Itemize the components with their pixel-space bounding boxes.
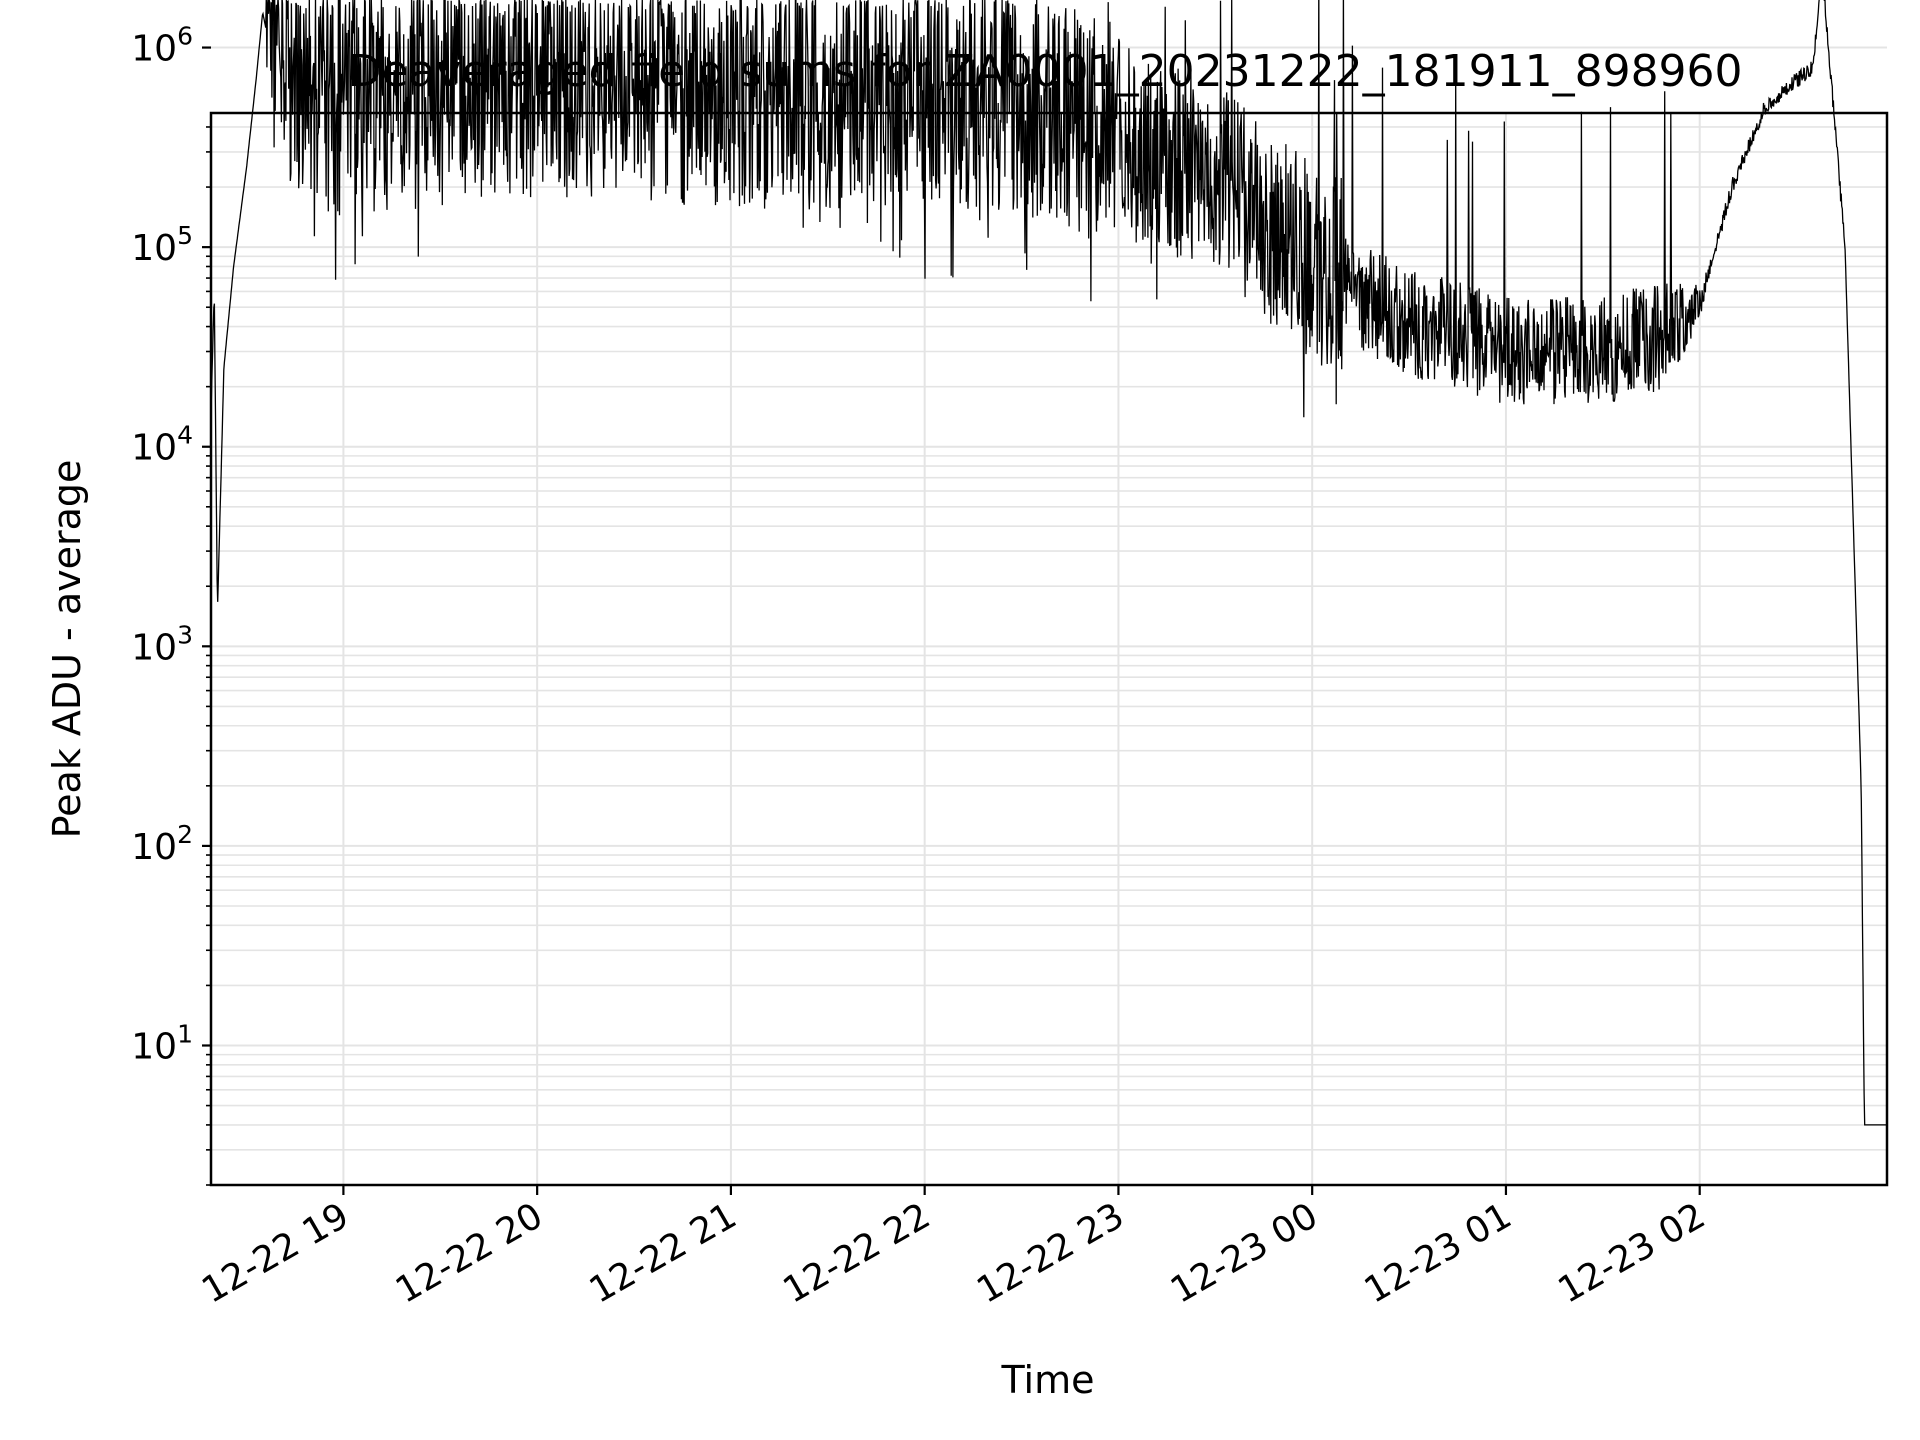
y-tick-label: 102 bbox=[131, 820, 193, 868]
series-line bbox=[210, 0, 1887, 1126]
y-tick-label: 104 bbox=[131, 421, 193, 469]
plot-frame bbox=[209, 111, 1889, 1187]
data-layer bbox=[210, 0, 1887, 1126]
y-tick-label: 105 bbox=[131, 221, 193, 269]
y-tick-label: 101 bbox=[131, 1019, 193, 1067]
x-axis-label: Time bbox=[1001, 1358, 1095, 1402]
y-tick-label: 103 bbox=[131, 620, 193, 668]
y-tick-label: 106 bbox=[131, 22, 193, 70]
y-axis-label: Peak ADU - average bbox=[45, 460, 89, 839]
